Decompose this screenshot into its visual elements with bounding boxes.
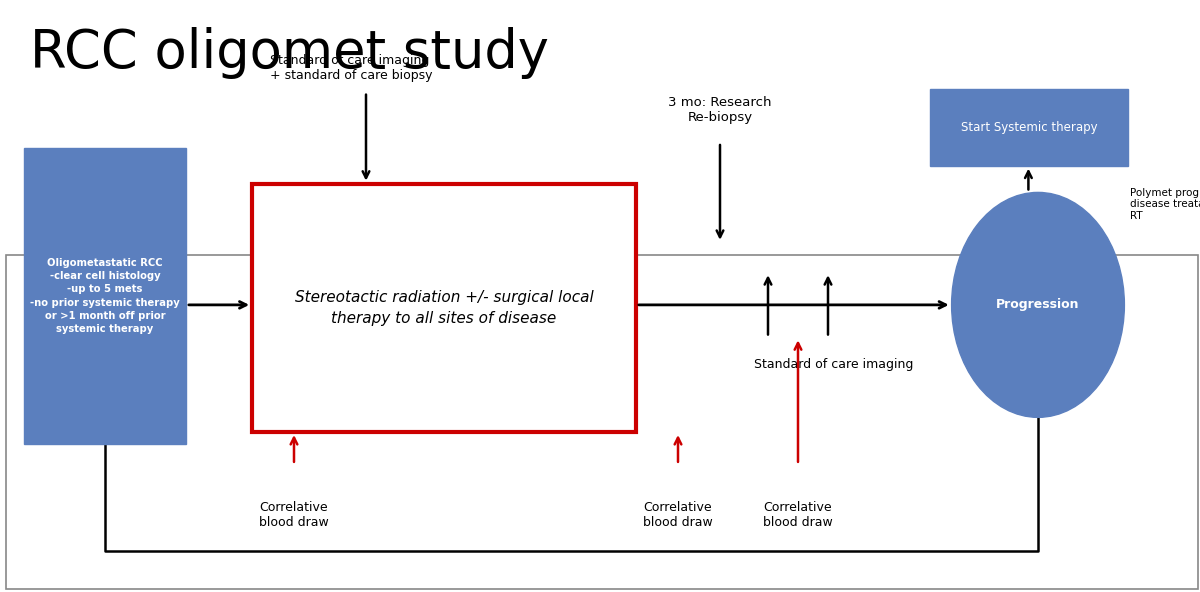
Text: Correlative
blood draw: Correlative blood draw — [643, 501, 713, 529]
Text: Oligometastatic RCC
-clear cell histology
-up to 5 mets
-no prior systemic thera: Oligometastatic RCC -clear cell histolog… — [30, 258, 180, 334]
Text: RCC oligomet study: RCC oligomet study — [30, 27, 550, 79]
Text: Start Systemic therapy: Start Systemic therapy — [961, 121, 1097, 134]
Text: Stereotactic radiation +/- surgical local
therapy to all sites of disease: Stereotactic radiation +/- surgical loca… — [295, 290, 593, 326]
FancyBboxPatch shape — [930, 89, 1128, 166]
Text: Polymet progression in >3 sites of
disease treatable with definitive
RT: Polymet progression in >3 sites of disea… — [1130, 188, 1200, 221]
Text: 3 mo: Research
Re-biopsy: 3 mo: Research Re-biopsy — [668, 95, 772, 124]
Text: Progression: Progression — [996, 298, 1080, 311]
Ellipse shape — [952, 192, 1124, 417]
FancyBboxPatch shape — [24, 148, 186, 444]
Text: Standard of care imaging
+ standard of care biopsy: Standard of care imaging + standard of c… — [270, 54, 432, 82]
Text: Standard of care imaging: Standard of care imaging — [755, 358, 913, 371]
Text: Correlative
blood draw: Correlative blood draw — [259, 501, 329, 529]
FancyBboxPatch shape — [252, 184, 636, 432]
Text: Correlative
blood draw: Correlative blood draw — [763, 501, 833, 529]
